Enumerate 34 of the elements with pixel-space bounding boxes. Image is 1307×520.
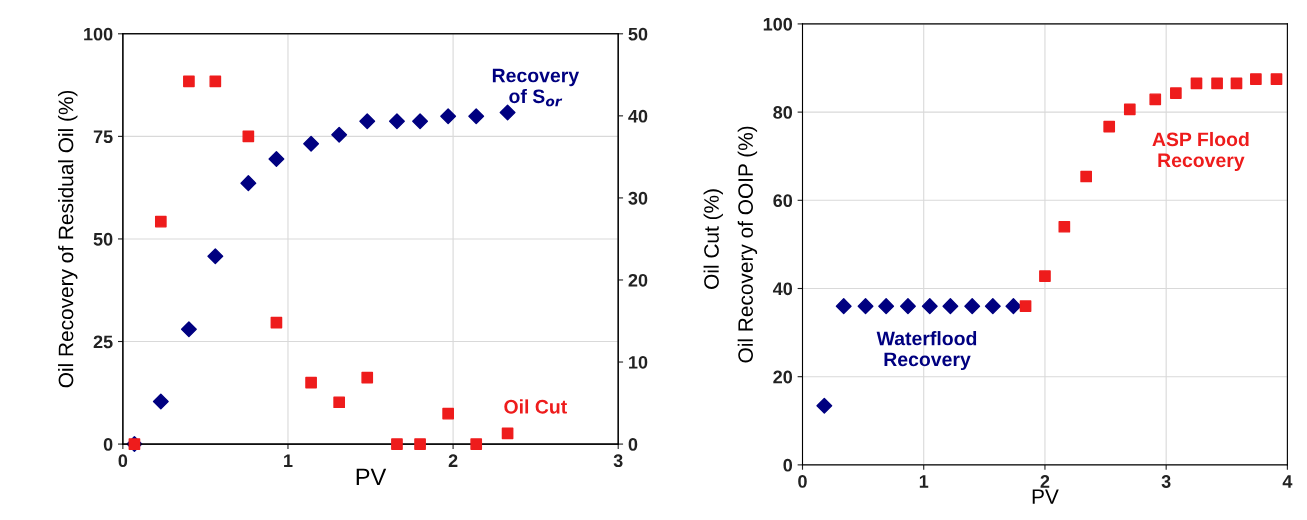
y-tick-label: 50 bbox=[93, 232, 113, 246]
y-tick-label: 25 bbox=[93, 335, 113, 349]
series-label: Oil Cut bbox=[504, 399, 567, 414]
y2-tick-label: 20 bbox=[628, 273, 648, 287]
y-axis-title: Oil Recovery of Residual Oil (%) bbox=[58, 90, 78, 388]
x-tick-label: 3 bbox=[613, 454, 623, 468]
y2-tick-label: 10 bbox=[629, 355, 648, 369]
y-axis-title: Oil Recovery of OOIP (%) bbox=[737, 126, 758, 363]
y-tick-label: 100 bbox=[763, 17, 793, 31]
x-tick-label: 2 bbox=[448, 454, 458, 467]
x-tick-label: 0 bbox=[118, 454, 128, 468]
x-tick-label: 1 bbox=[919, 475, 929, 488]
x-tick-label: 0 bbox=[798, 475, 807, 488]
y-tick-label: 0 bbox=[103, 438, 113, 451]
series-label: Recovery of S$_{or}$ bbox=[492, 68, 580, 107]
y2-tick-label: 50 bbox=[628, 27, 648, 41]
series-label: Waterflood Recovery bbox=[876, 331, 977, 371]
y-tick-label: 80 bbox=[773, 106, 793, 119]
y-tick-label: 100 bbox=[84, 27, 113, 41]
x-axis-title: PV bbox=[1032, 489, 1059, 504]
y2-tick-label: 0 bbox=[628, 438, 638, 451]
y2-tick-label: 40 bbox=[628, 109, 648, 123]
y-tick-label: 20 bbox=[773, 370, 793, 384]
y-tick-label: 75 bbox=[93, 130, 113, 144]
x-tick-label: 3 bbox=[1161, 475, 1171, 488]
y-tick-label: 40 bbox=[772, 282, 793, 296]
x-tick-label: 2 bbox=[1040, 475, 1050, 488]
x-axis-title: PV bbox=[356, 468, 387, 485]
y-tick-label: 60 bbox=[773, 194, 793, 208]
y2-tick-label: 30 bbox=[628, 191, 648, 205]
y2-axis-title: Oil Cut (%) bbox=[703, 189, 723, 289]
x-tick-label: 4 bbox=[1282, 475, 1293, 488]
series-label: ASP Flood Recovery bbox=[1152, 131, 1249, 172]
x-tick-label: 1 bbox=[284, 454, 293, 467]
